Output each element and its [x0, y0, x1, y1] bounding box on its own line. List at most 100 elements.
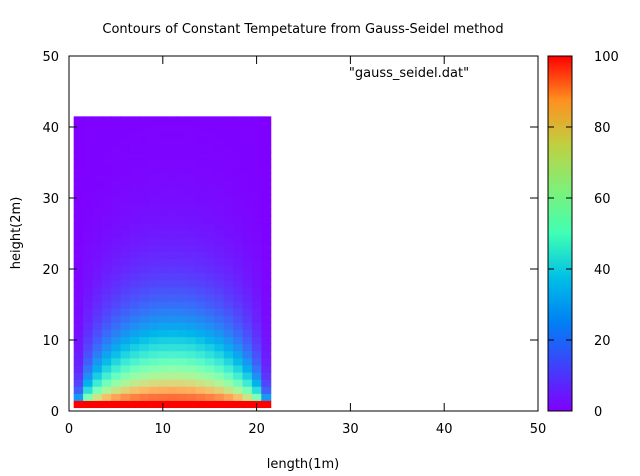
- heatmap-cell: [167, 364, 178, 373]
- heatmap-cell: [233, 180, 244, 188]
- heatmap-cell: [111, 400, 122, 409]
- heatmap-cell: [120, 151, 131, 160]
- heatmap-cell: [139, 350, 150, 359]
- heatmap-cell: [176, 123, 187, 132]
- heatmap-cell: [129, 386, 140, 394]
- heatmap-cell: [158, 272, 169, 281]
- heatmap-cell: [148, 180, 159, 188]
- heatmap-cell: [223, 379, 234, 387]
- heatmap-cell: [73, 272, 84, 281]
- heatmap-cell: [233, 308, 244, 316]
- heatmap-cell: [167, 208, 178, 217]
- heatmap-cell: [148, 300, 159, 309]
- heatmap-cell: [148, 215, 159, 224]
- heatmap-cell: [205, 180, 215, 188]
- heatmap-cell: [73, 229, 84, 238]
- heatmap-cell: [251, 187, 262, 196]
- heatmap-cell: [92, 272, 103, 281]
- heatmap-cell: [223, 173, 234, 181]
- heatmap-cell: [167, 116, 178, 125]
- heatmap-cell: [186, 322, 197, 330]
- heatmap-cell: [158, 379, 169, 387]
- heatmap-cell: [92, 379, 103, 387]
- heatmap-cell: [176, 237, 187, 245]
- colorbar-tick-label: 40: [594, 263, 611, 278]
- heatmap-cell: [223, 322, 234, 330]
- heatmap-cell: [92, 208, 103, 217]
- heatmap-cell: [120, 322, 131, 330]
- heatmap-cell: [129, 158, 140, 167]
- heatmap-cell: [139, 137, 150, 146]
- heatmap-cell: [158, 315, 169, 323]
- heatmap-cell: [83, 166, 94, 174]
- heatmap-cell: [139, 357, 150, 366]
- heatmap-cell: [205, 158, 215, 167]
- heatmap-cell: [101, 350, 112, 359]
- heatmap-cell: [83, 180, 94, 188]
- colorbar-tick-label: 60: [594, 192, 611, 207]
- heatmap-cell: [251, 308, 262, 316]
- heatmap-cell: [158, 286, 169, 295]
- heatmap-cell: [139, 130, 150, 139]
- heatmap-cell: [111, 151, 122, 160]
- heatmap-cell: [242, 265, 253, 274]
- heatmap-cell: [83, 123, 94, 132]
- heatmap-cell: [158, 364, 169, 373]
- heatmap-cell: [186, 244, 197, 252]
- heatmap-cell: [73, 393, 84, 401]
- heatmap-cell: [261, 123, 272, 132]
- heatmap-cell: [195, 336, 206, 345]
- heatmap-cell: [139, 116, 150, 125]
- heatmap-cell: [92, 215, 103, 224]
- heatmap-cell: [167, 279, 178, 288]
- heatmap-cell: [176, 286, 187, 295]
- heatmap-cell: [92, 137, 103, 146]
- heatmap-cell: [73, 357, 84, 366]
- heatmap-cell: [233, 229, 244, 238]
- heatmap-cell: [158, 265, 169, 274]
- heatmap-cell: [214, 237, 225, 245]
- heatmap-cell: [92, 329, 103, 338]
- heatmap-cell: [158, 279, 169, 288]
- heatmap-cell: [83, 364, 94, 373]
- heatmap-cell: [158, 237, 169, 245]
- heatmap-cell: [214, 144, 225, 153]
- heatmap-cell: [251, 166, 262, 174]
- heatmap-cell: [205, 279, 215, 288]
- heatmap-cell: [186, 279, 197, 288]
- heatmap-cell: [120, 137, 131, 146]
- heatmap-cell: [242, 279, 253, 288]
- heatmap-cell: [120, 123, 131, 132]
- heatmap-cell: [120, 315, 131, 323]
- heatmap-cell: [251, 329, 262, 338]
- heatmap-cell: [233, 272, 244, 281]
- heatmap-cell: [139, 215, 150, 224]
- heatmap-cell: [251, 116, 262, 125]
- heatmap-cell: [205, 237, 215, 245]
- heatmap-cell: [251, 130, 262, 139]
- heatmap-cell: [158, 215, 169, 224]
- heatmap-cell: [195, 272, 206, 281]
- heatmap-cell: [261, 144, 272, 153]
- heatmap-cell: [195, 208, 206, 217]
- heatmap-cell: [111, 116, 122, 125]
- heatmap-cell: [101, 215, 112, 224]
- heatmap-cell: [120, 336, 131, 345]
- heatmap-cell: [139, 279, 150, 288]
- heatmap-cell: [205, 272, 215, 281]
- heatmap-cell: [167, 308, 178, 316]
- heatmap-cell: [92, 393, 103, 401]
- heatmap-cell: [195, 265, 206, 274]
- heatmap-cell: [111, 229, 122, 238]
- heatmap-cell: [101, 173, 112, 181]
- heatmap-cell: [223, 343, 234, 352]
- heatmap-cell: [242, 308, 253, 316]
- heatmap-cell: [214, 201, 225, 210]
- heatmap-cell: [195, 194, 206, 203]
- heatmap-cell: [111, 137, 122, 146]
- heatmap-cell: [205, 166, 215, 174]
- heatmap-cell: [223, 222, 234, 231]
- heatmap-cell: [186, 237, 197, 245]
- chart-title: Contours of Constant Tempetature from Ga…: [102, 22, 503, 37]
- heatmap-cell: [261, 400, 272, 409]
